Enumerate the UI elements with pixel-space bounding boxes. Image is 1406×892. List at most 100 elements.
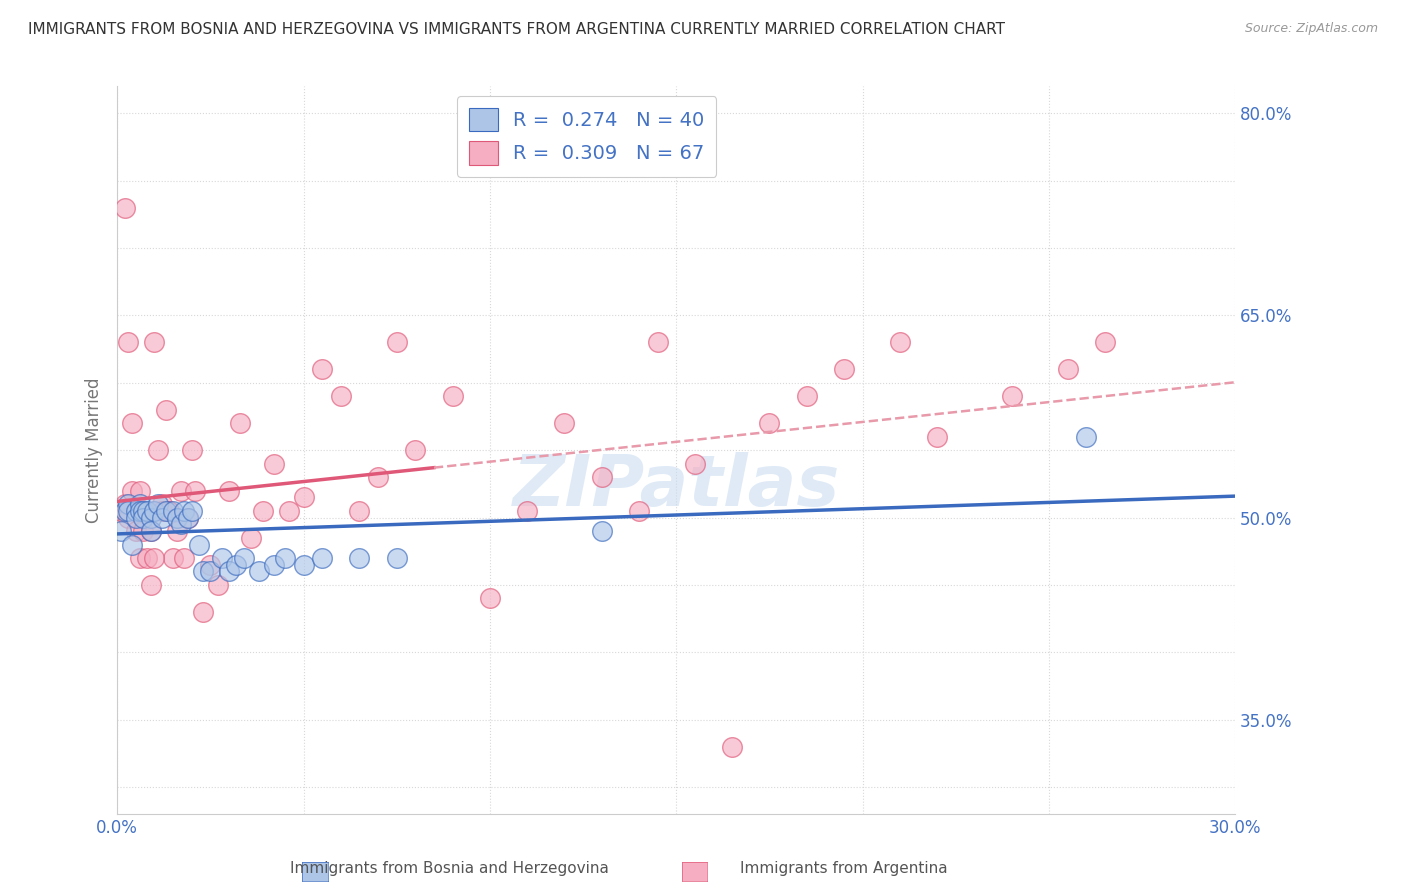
- Point: [117, 335, 139, 350]
- Point: [188, 537, 211, 551]
- Point: [191, 565, 214, 579]
- Point: [136, 551, 159, 566]
- Text: IMMIGRANTS FROM BOSNIA AND HERZEGOVINA VS IMMIGRANTS FROM ARGENTINA CURRENTLY MA: IMMIGRANTS FROM BOSNIA AND HERZEGOVINA V…: [28, 22, 1005, 37]
- Point: [553, 416, 575, 430]
- Point: [647, 335, 669, 350]
- Point: [121, 537, 143, 551]
- Point: [128, 551, 150, 566]
- Point: [329, 389, 352, 403]
- Point: [110, 504, 132, 518]
- Point: [125, 504, 148, 518]
- Point: [125, 524, 148, 538]
- Point: [184, 483, 207, 498]
- Point: [117, 510, 139, 524]
- Point: [166, 524, 188, 538]
- Point: [441, 389, 464, 403]
- Point: [143, 551, 166, 566]
- Point: [150, 497, 173, 511]
- Point: [478, 591, 501, 606]
- Point: [516, 504, 538, 518]
- Point: [128, 483, 150, 498]
- Point: [240, 531, 263, 545]
- Point: [143, 335, 166, 350]
- Point: [627, 504, 650, 518]
- Point: [125, 510, 148, 524]
- Point: [367, 470, 389, 484]
- Point: [128, 504, 150, 518]
- Point: [200, 558, 222, 572]
- Point: [311, 551, 333, 566]
- Text: Source: ZipAtlas.com: Source: ZipAtlas.com: [1244, 22, 1378, 36]
- Point: [136, 504, 159, 518]
- Point: [180, 504, 202, 518]
- Point: [404, 443, 426, 458]
- Point: [349, 504, 371, 518]
- Point: [148, 443, 170, 458]
- Point: [889, 335, 911, 350]
- Point: [162, 504, 184, 518]
- Point: [117, 504, 139, 518]
- Point: [758, 416, 780, 430]
- Point: [247, 565, 270, 579]
- Point: [207, 578, 229, 592]
- Point: [177, 510, 200, 524]
- Point: [155, 402, 177, 417]
- Point: [114, 201, 136, 215]
- Point: [132, 524, 155, 538]
- Point: [263, 457, 285, 471]
- Point: [292, 491, 315, 505]
- Point: [150, 504, 173, 518]
- Point: [114, 504, 136, 518]
- Text: Immigrants from Argentina: Immigrants from Argentina: [740, 861, 948, 876]
- Point: [292, 558, 315, 572]
- Point: [591, 470, 613, 484]
- Point: [121, 416, 143, 430]
- Point: [114, 497, 136, 511]
- Point: [143, 504, 166, 518]
- Point: [128, 504, 150, 518]
- Point: [117, 497, 139, 511]
- Point: [252, 504, 274, 518]
- Point: [683, 457, 706, 471]
- Point: [177, 510, 200, 524]
- Point: [157, 504, 180, 518]
- Point: [139, 524, 162, 538]
- Point: [721, 739, 744, 754]
- Point: [150, 510, 173, 524]
- Point: [925, 430, 948, 444]
- Point: [125, 504, 148, 518]
- Point: [162, 551, 184, 566]
- Point: [173, 504, 195, 518]
- Point: [832, 362, 855, 376]
- Point: [591, 524, 613, 538]
- Text: ZIPatlas: ZIPatlas: [513, 452, 839, 521]
- Point: [173, 551, 195, 566]
- Legend: R =  0.274   N = 40, R =  0.309   N = 67: R = 0.274 N = 40, R = 0.309 N = 67: [457, 96, 717, 177]
- Point: [385, 551, 408, 566]
- Point: [132, 510, 155, 524]
- Point: [349, 551, 371, 566]
- Point: [274, 551, 297, 566]
- Point: [232, 551, 254, 566]
- Point: [211, 551, 233, 566]
- Point: [148, 497, 170, 511]
- Point: [277, 504, 299, 518]
- Point: [218, 483, 240, 498]
- Point: [110, 524, 132, 538]
- Point: [136, 504, 159, 518]
- Point: [218, 565, 240, 579]
- Point: [311, 362, 333, 376]
- Point: [225, 558, 247, 572]
- Point: [191, 605, 214, 619]
- Point: [132, 504, 155, 518]
- Point: [121, 483, 143, 498]
- Point: [180, 443, 202, 458]
- Point: [139, 510, 162, 524]
- Point: [1094, 335, 1116, 350]
- Point: [169, 483, 191, 498]
- Point: [169, 517, 191, 532]
- Point: [229, 416, 252, 430]
- Point: [132, 504, 155, 518]
- Point: [157, 504, 180, 518]
- Point: [1000, 389, 1022, 403]
